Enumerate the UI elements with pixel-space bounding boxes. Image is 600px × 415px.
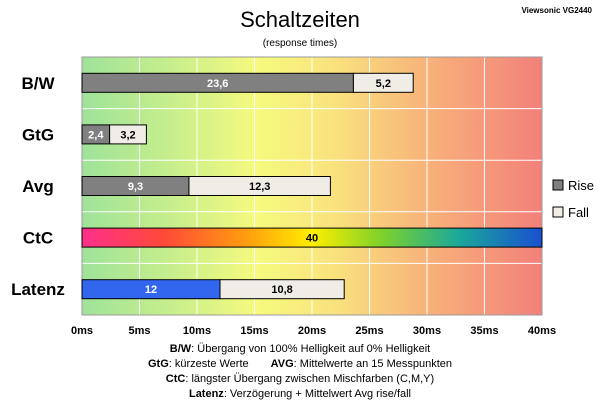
chart-subtitle: (response times) bbox=[263, 38, 337, 49]
data-label-latenz-fall: 10,8 bbox=[271, 284, 292, 296]
data-label-gtg-fall: 3,2 bbox=[120, 129, 135, 141]
footer-avg-key: AVG bbox=[271, 358, 294, 370]
footer-gtg-text: : kürzeste Werte bbox=[169, 358, 249, 370]
legend-fall-label: Fall bbox=[568, 205, 589, 220]
category-label-latenz: Latenz bbox=[11, 280, 65, 299]
x-tick-label: 35ms bbox=[470, 325, 498, 337]
x-tick-label: 10ms bbox=[183, 325, 211, 337]
data-label-latenz-value: 12 bbox=[145, 284, 157, 296]
category-label-gtg: GtG bbox=[22, 125, 54, 144]
x-tick-label: 40ms bbox=[528, 325, 556, 337]
footer-ctc-key: CtC bbox=[166, 373, 186, 385]
data-label-avg-fall: 12,3 bbox=[249, 181, 270, 193]
footer-latenz-text: : Verzögerung + Mittelwert Avg rise/fall bbox=[224, 388, 411, 400]
footer-latenz-key: Latenz bbox=[189, 388, 224, 400]
footer-bw-text: : Übergang von 100% Helligkeit auf 0% He… bbox=[191, 343, 430, 355]
x-tick-label: 15ms bbox=[240, 325, 268, 337]
category-label-avg: Avg bbox=[22, 177, 54, 196]
data-label-gtg-rise: 2,4 bbox=[88, 129, 104, 141]
data-label-avg-rise: 9,3 bbox=[128, 181, 143, 193]
footer-line-bw: B/W: Übergang von 100% Helligkeit auf 0%… bbox=[0, 342, 600, 357]
footer-bw-key: B/W bbox=[170, 343, 191, 355]
footer-avg-text: : Mittelwerte an 15 Messpunkten bbox=[294, 358, 452, 370]
footer-line-ctc: CtC: längster Übergang zwischen Mischfar… bbox=[0, 372, 600, 387]
legend-fall-swatch bbox=[553, 207, 563, 217]
x-tick-label: 20ms bbox=[298, 325, 326, 337]
x-tick-label: 0ms bbox=[71, 325, 93, 337]
x-tick-label: 30ms bbox=[413, 325, 441, 337]
legend: Rise Fall bbox=[553, 178, 594, 220]
x-tick-label: 25ms bbox=[355, 325, 383, 337]
category-labels: B/W GtG Avg CtC Latenz bbox=[11, 74, 65, 299]
data-label-b-w-rise: 23,6 bbox=[207, 78, 228, 90]
x-tick-label: 5ms bbox=[128, 325, 150, 337]
category-label-b-w: B/W bbox=[21, 74, 55, 93]
x-axis-tick-labels: 0ms 5ms 10ms 15ms 20ms 25ms 30ms 35ms 40ms bbox=[71, 325, 556, 337]
data-label-ctc-value: 40 bbox=[306, 233, 318, 245]
data-label-b-w-fall: 5,2 bbox=[376, 78, 391, 90]
chart-title: Schaltzeiten bbox=[240, 7, 360, 32]
chart-figure: Schaltzeiten (response times) Viewsonic … bbox=[0, 0, 600, 415]
footer-ctc-text: : längster Übergang zwischen Mischfarben… bbox=[185, 373, 434, 385]
category-label-ctc: CtC bbox=[23, 229, 53, 248]
monitor-model-label: Viewsonic VG2440 bbox=[521, 6, 592, 15]
legend-rise-label: Rise bbox=[568, 178, 594, 193]
legend-rise-swatch bbox=[553, 180, 563, 190]
footer-line-latenz: Latenz: Verzögerung + Mittelwert Avg ris… bbox=[0, 387, 600, 402]
footer-line-gtg-avg: GtG: kürzeste Werte AVG: Mittelwerte an 1… bbox=[0, 357, 600, 372]
footer-gtg-key: GtG bbox=[148, 358, 169, 370]
